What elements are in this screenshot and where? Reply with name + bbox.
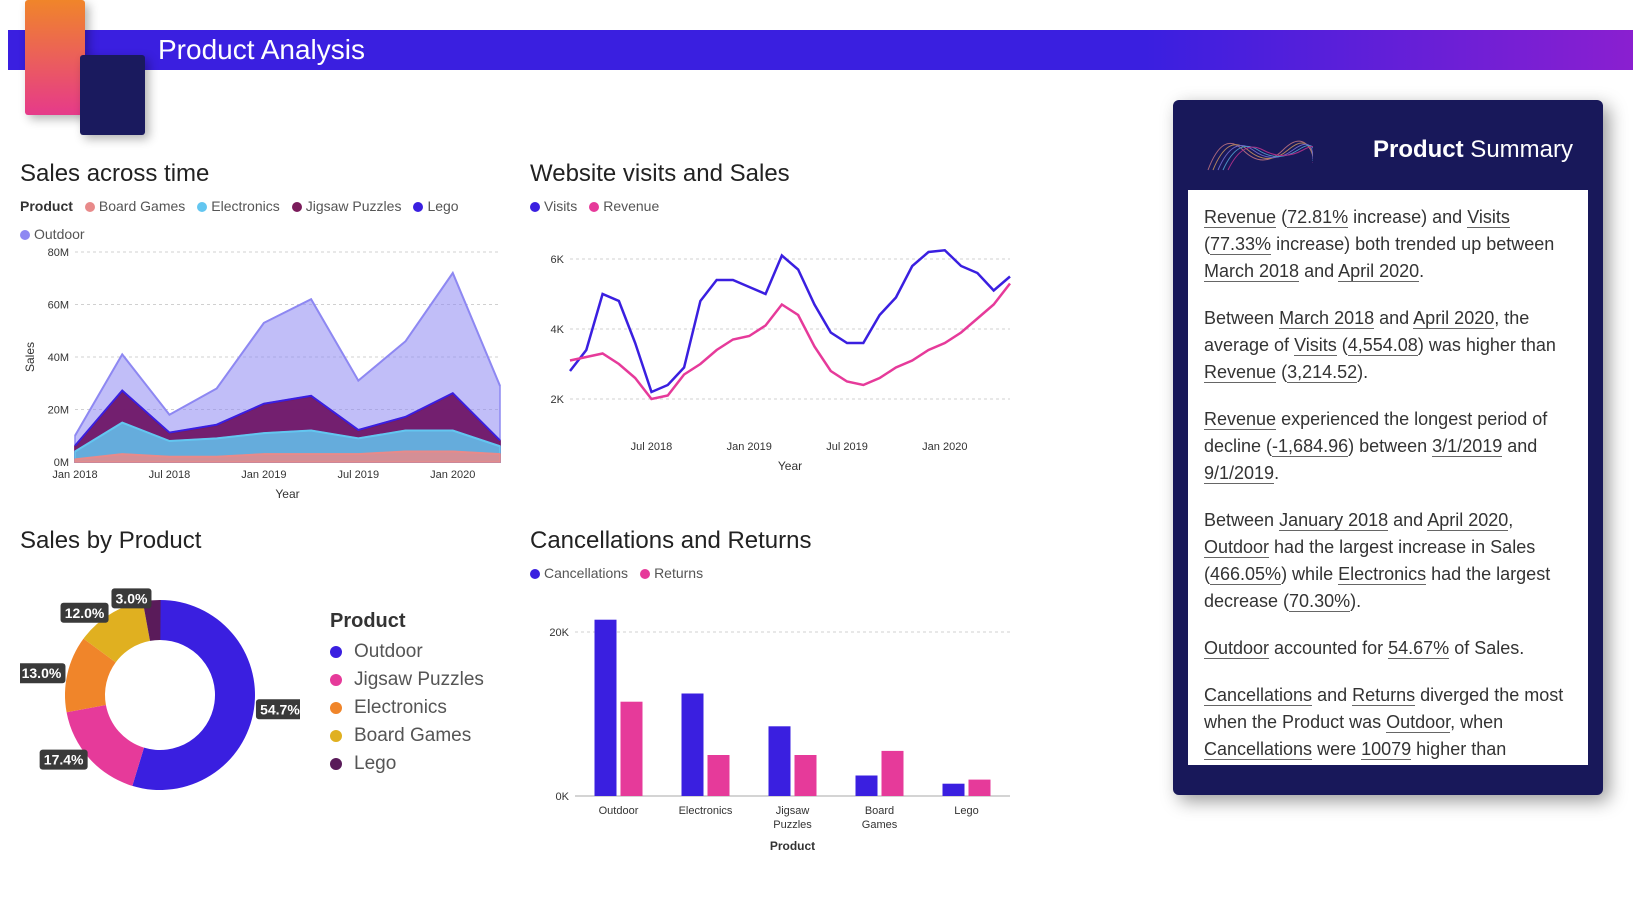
donut-legend: Outdoor Jigsaw Puzzles Electronics Board Ga… [330, 641, 484, 775]
chart-cancel-returns: Cancellations and Returns Cancellations R… [530, 527, 1025, 856]
legend-item[interactable]: Outdoor [330, 641, 484, 663]
svg-text:Board: Board [865, 805, 894, 817]
svg-text:17.4%: 17.4% [44, 752, 84, 768]
svg-text:40M: 40M [48, 352, 69, 364]
chart-legend: Visits Revenue [530, 198, 1025, 214]
svg-text:Jigsaw: Jigsaw [776, 805, 810, 817]
summary-header: Product Summary [1188, 115, 1588, 190]
svg-text:Lego: Lego [954, 805, 978, 817]
summary-title: Product Summary [1373, 136, 1573, 164]
legend-item[interactable]: Lego [330, 753, 484, 775]
summary-paragraph: Revenue experienced the longest period o… [1204, 406, 1572, 487]
svg-text:Jul 2019: Jul 2019 [338, 469, 380, 481]
chart-title: Sales across time [20, 160, 515, 188]
legend-item[interactable]: Returns [640, 565, 703, 581]
chart-sales-across-time: Sales across time ProductBoard GamesElec… [20, 160, 515, 502]
legend-item[interactable]: Visits [530, 198, 577, 214]
svg-text:Jan 2019: Jan 2019 [241, 469, 286, 481]
svg-text:Outdoor: Outdoor [599, 805, 639, 817]
svg-text:Games: Games [862, 819, 898, 831]
svg-text:Jan 2020: Jan 2020 [922, 441, 967, 453]
summary-paragraph: Revenue (72.81% increase) and Visits (77… [1204, 204, 1572, 285]
svg-text:Jul 2018: Jul 2018 [149, 469, 191, 481]
svg-text:Jul 2018: Jul 2018 [631, 441, 673, 453]
svg-text:80M: 80M [48, 247, 69, 259]
legend-item[interactable]: Revenue [589, 198, 659, 214]
svg-text:Jan 2020: Jan 2020 [430, 469, 475, 481]
chart-title: Website visits and Sales [530, 160, 1025, 188]
svg-text:12.0%: 12.0% [65, 605, 105, 621]
chart-legend: Cancellations Returns [530, 565, 1025, 581]
svg-text:Year: Year [778, 459, 802, 473]
svg-text:Puzzles: Puzzles [773, 819, 812, 831]
svg-text:Jan 2019: Jan 2019 [727, 441, 772, 453]
svg-text:6K: 6K [551, 254, 565, 266]
legend-item[interactable]: Board Games [85, 198, 185, 214]
donut-chart[interactable]: 54.7% 17.4% 13.0% 12.0% 3.0% [20, 565, 300, 825]
svg-text:13.0%: 13.0% [22, 665, 62, 681]
summary-body[interactable]: Revenue (72.81% increase) and Visits (77… [1188, 190, 1588, 765]
svg-text:54.7%: 54.7% [260, 701, 300, 717]
legend-item[interactable]: Jigsaw Puzzles [330, 669, 484, 691]
chart-visits-sales: Website visits and Sales Visits Revenue 2… [530, 160, 1025, 502]
svg-text:20M: 20M [48, 405, 69, 417]
summary-paragraph: Cancellations and Returns diverged the m… [1204, 682, 1572, 765]
chart-sales-by-product: Sales by Product 54.7% 17.4% 13.0% 12.0% 3.0… [20, 527, 515, 856]
svg-text:Jul 2019: Jul 2019 [826, 441, 868, 453]
legend-item[interactable]: Electronics [197, 198, 279, 214]
svg-text:3.0%: 3.0% [116, 590, 148, 606]
logo [25, 0, 150, 135]
header-bar: Product Analysis [8, 30, 1633, 70]
legend-item[interactable]: Electronics [330, 697, 484, 719]
bar-chart[interactable]: 0K 20K Outdoor Electronics Jigsaw Puzzles Boar… [530, 586, 1020, 856]
logo-orange-block [25, 0, 85, 115]
line-chart[interactable]: 2K 4K 6K Jul 2018 Jan 2019 Jul 2019 Jan 2020 Ye… [530, 219, 1020, 474]
legend-item[interactable]: Outdoor [20, 226, 85, 242]
area-chart[interactable]: 0M 20M 40M 60M 80M Jan 2018 Jul 2018 Jan 2019 Ju… [20, 247, 510, 502]
svg-text:20K: 20K [549, 627, 569, 639]
legend-item[interactable]: Cancellations [530, 565, 628, 581]
legend-item[interactable]: Board Games [330, 725, 484, 747]
page-title: Product Analysis [158, 34, 365, 66]
summary-paragraph: Between January 2018 and April 2020, Out… [1204, 507, 1572, 615]
svg-text:2K: 2K [551, 394, 565, 406]
chart-title: Sales by Product [20, 527, 515, 555]
svg-text:60M: 60M [48, 300, 69, 312]
svg-text:Electronics: Electronics [679, 805, 733, 817]
svg-text:Sales: Sales [23, 342, 37, 372]
legend-item[interactable]: Lego [413, 198, 458, 214]
chart-legend: ProductBoard GamesElectronicsJigsaw Puzz… [20, 198, 515, 242]
summary-paragraph: Between March 2018 and April 2020, the a… [1204, 305, 1572, 386]
svg-text:Jan 2018: Jan 2018 [52, 469, 97, 481]
svg-text:Product: Product [770, 839, 815, 853]
legend-item[interactable]: Jigsaw Puzzles [292, 198, 402, 214]
svg-text:0M: 0M [54, 457, 69, 469]
svg-text:0K: 0K [556, 791, 570, 803]
summary-paragraph: Outdoor accounted for 54.67% of Sales. [1204, 635, 1572, 662]
svg-text:4K: 4K [551, 324, 565, 336]
product-summary-panel: Product Summary Revenue (72.81% increase… [1173, 100, 1603, 795]
logo-navy-block [80, 55, 145, 135]
legend-title: Product [330, 610, 484, 633]
chart-title: Cancellations and Returns [530, 527, 1025, 555]
waves-icon [1203, 125, 1313, 175]
svg-text:Year: Year [275, 487, 299, 501]
